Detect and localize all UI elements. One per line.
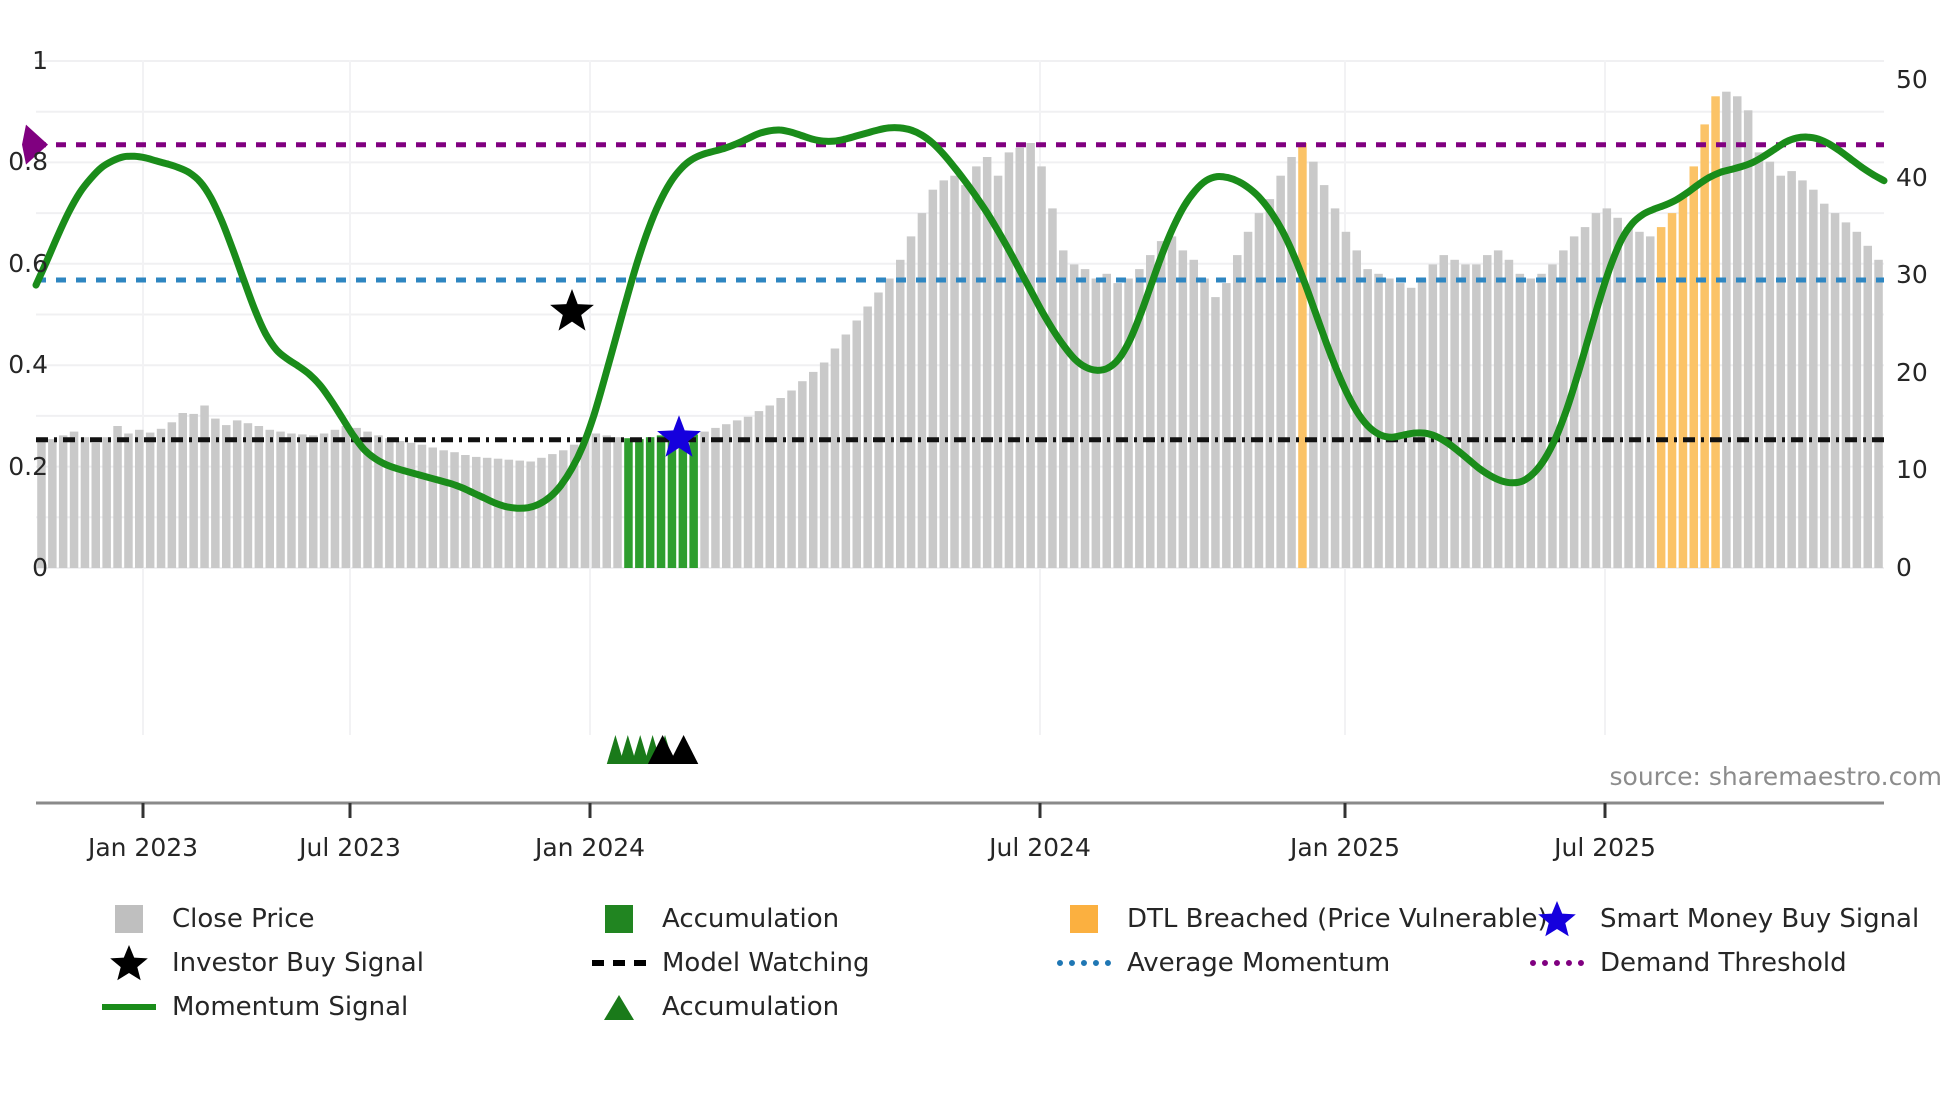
x-tick-jan-2024: Jan 2024 <box>534 833 646 862</box>
legend-label-close-price: Close Price <box>172 904 315 934</box>
plot-area: 0 0.2 0.4 0.6 0.8 1 0 10 20 30 40 50 Jan… <box>8 46 1943 862</box>
legend-label-model-watching: Model Watching <box>662 948 870 978</box>
chart-legend: Close Price Accumulation DTL Breached (P… <box>0 900 1960 1100</box>
y-right-tick-50: 50 <box>1896 65 1928 94</box>
legend-item-accumulation-triangle[interactable]: Accumulation <box>590 988 839 1026</box>
blue-dotted-line-icon <box>1055 944 1113 982</box>
chart-canvas <box>22 60 1888 818</box>
green-line-icon <box>100 988 158 1026</box>
legend-label-accumulation-bar: Accumulation <box>662 904 840 934</box>
y-right-tick-40: 40 <box>1896 163 1928 192</box>
legend-item-dtl-breached[interactable]: DTL Breached (Price Vulnerable) <box>1055 900 1548 938</box>
legend-label-smart-money: Smart Money Buy Signal <box>1600 904 1920 934</box>
x-tick-jan-2023: Jan 2023 <box>87 833 199 862</box>
y-left-tick-4: 0.8 <box>8 147 48 176</box>
y-right-tick-10: 10 <box>1896 455 1928 484</box>
legend-item-close-price[interactable]: Close Price <box>100 900 315 938</box>
orange-square-icon <box>1055 900 1113 938</box>
legend-label-average-momentum: Average Momentum <box>1127 948 1391 978</box>
x-tick-jul-2024: Jul 2024 <box>989 833 1091 862</box>
source-attribution: source: sharemaestro.com <box>1609 762 1943 791</box>
black-dashed-line-icon <box>590 944 648 982</box>
green-triangle-icon <box>590 988 648 1026</box>
legend-label-dtl-breached: DTL Breached (Price Vulnerable) <box>1127 904 1548 934</box>
legend-item-average-momentum[interactable]: Average Momentum <box>1055 944 1390 982</box>
legend-item-accumulation-bar[interactable]: Accumulation <box>590 900 839 938</box>
legend-label-investor-buy: Investor Buy Signal <box>172 948 424 978</box>
purple-dotted-line-icon <box>1528 944 1586 982</box>
y-left-tick-0: 0 <box>32 553 48 582</box>
y-left-tick-3: 0.6 <box>8 249 48 278</box>
green-square-icon <box>590 900 648 938</box>
y-right-tick-30: 30 <box>1896 260 1928 289</box>
y-left-tick-1: 0.2 <box>8 452 48 481</box>
legend-item-model-watching[interactable]: Model Watching <box>590 944 869 982</box>
legend-label-momentum-signal: Momentum Signal <box>172 992 409 1022</box>
y-left-tick-5: 1 <box>32 46 48 75</box>
legend-label-demand-threshold: Demand Threshold <box>1600 948 1847 978</box>
y-right-tick-0: 0 <box>1896 553 1912 582</box>
x-tick-jul-2025: Jul 2025 <box>1554 833 1656 862</box>
legend-item-smart-money[interactable]: Smart Money Buy Signal <box>1528 900 1919 938</box>
x-tick-jan-2025: Jan 2025 <box>1289 833 1401 862</box>
legend-item-demand-threshold[interactable]: Demand Threshold <box>1528 944 1847 982</box>
y-left-tick-2: 0.4 <box>8 350 48 379</box>
legend-item-investor-buy[interactable]: Investor Buy Signal <box>100 944 424 982</box>
legend-item-momentum-signal[interactable]: Momentum Signal <box>100 988 408 1026</box>
x-tick-jul-2023: Jul 2023 <box>299 833 401 862</box>
legend-label-accumulation-triangle: Accumulation <box>662 992 840 1022</box>
black-star-icon <box>100 944 158 982</box>
grey-square-icon <box>100 900 158 938</box>
blue-star-icon <box>1528 900 1586 938</box>
y-right-tick-20: 20 <box>1896 358 1928 387</box>
